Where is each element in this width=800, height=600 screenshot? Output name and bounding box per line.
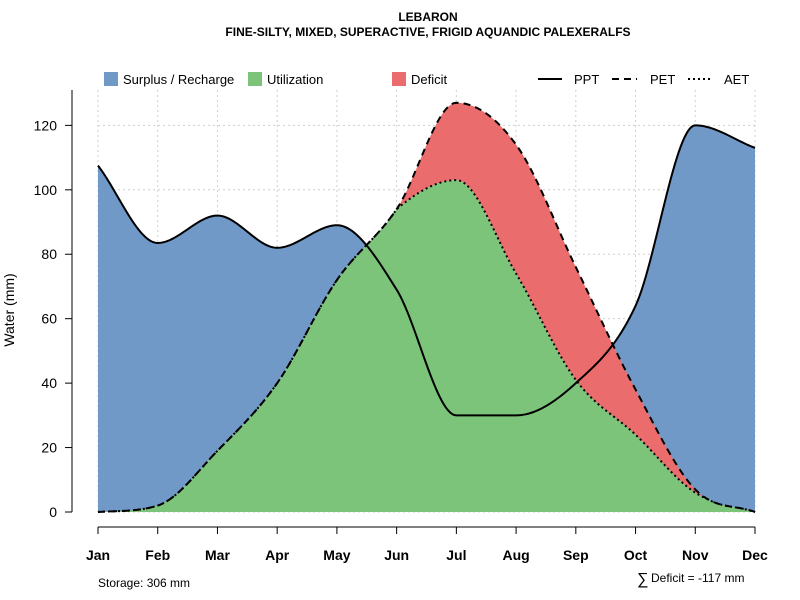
legend-deficit-label: Deficit [411, 72, 448, 87]
x-tick-label: Dec [742, 547, 768, 563]
legend-pet-label: PET [650, 72, 675, 87]
legend-aet-label: AET [724, 72, 749, 87]
legend: Surplus / Recharge Utilization Deficit P… [104, 72, 749, 87]
legend-ppt-label: PPT [574, 72, 599, 87]
x-tick-label: Apr [265, 547, 290, 563]
aet-line [97, 179, 756, 513]
legend-surplus-swatch [104, 72, 118, 86]
y-tick-label: 20 [41, 440, 57, 456]
chart-title: LEBARON [398, 10, 457, 24]
x-tick-label: Nov [682, 547, 709, 563]
sum-symbol: ∑ [637, 571, 648, 588]
legend-deficit-swatch [392, 72, 406, 86]
x-tick-label: Oct [624, 547, 648, 563]
y-axis-ticks: 0 20 40 60 80 100 120 [34, 117, 72, 520]
x-tick-label: May [323, 547, 350, 563]
y-tick-label: 40 [41, 375, 57, 391]
deficit-annotation: Deficit = -117 mm [651, 571, 744, 585]
x-tick-label: Sep [563, 547, 589, 563]
storage-annotation: Storage: 306 mm [98, 576, 190, 590]
y-tick-label: 120 [34, 117, 58, 133]
legend-utilization-swatch [248, 72, 262, 86]
y-tick-label: 60 [41, 311, 57, 327]
pet-line [97, 101, 756, 513]
y-tick-label: 80 [41, 246, 57, 262]
x-tick-label: Aug [502, 547, 529, 563]
x-axis-ticks: Jan Feb Mar Apr May Jun Jul Aug Sep Oct Nov Dec [86, 527, 768, 563]
deficit-area [98, 102, 755, 512]
ppt-line [97, 124, 756, 417]
x-tick-label: Jun [384, 547, 409, 563]
y-axis-title: Water (mm) [1, 273, 17, 346]
chart-subtitle: FINE-SILTY, MIXED, SUPERACTIVE, FRIGID A… [225, 25, 630, 39]
x-tick-label: Jul [446, 547, 466, 563]
x-tick-label: Mar [205, 547, 230, 563]
area-fills [98, 102, 755, 513]
series-lines [97, 101, 756, 513]
x-tick-label: Feb [145, 547, 170, 563]
y-tick-label: 0 [49, 504, 57, 520]
y-tick-label: 100 [34, 182, 58, 198]
x-tick-label: Jan [86, 547, 110, 563]
utilization-area [98, 180, 755, 512]
legend-surplus-label: Surplus / Recharge [123, 72, 234, 87]
legend-utilization-label: Utilization [267, 72, 323, 87]
